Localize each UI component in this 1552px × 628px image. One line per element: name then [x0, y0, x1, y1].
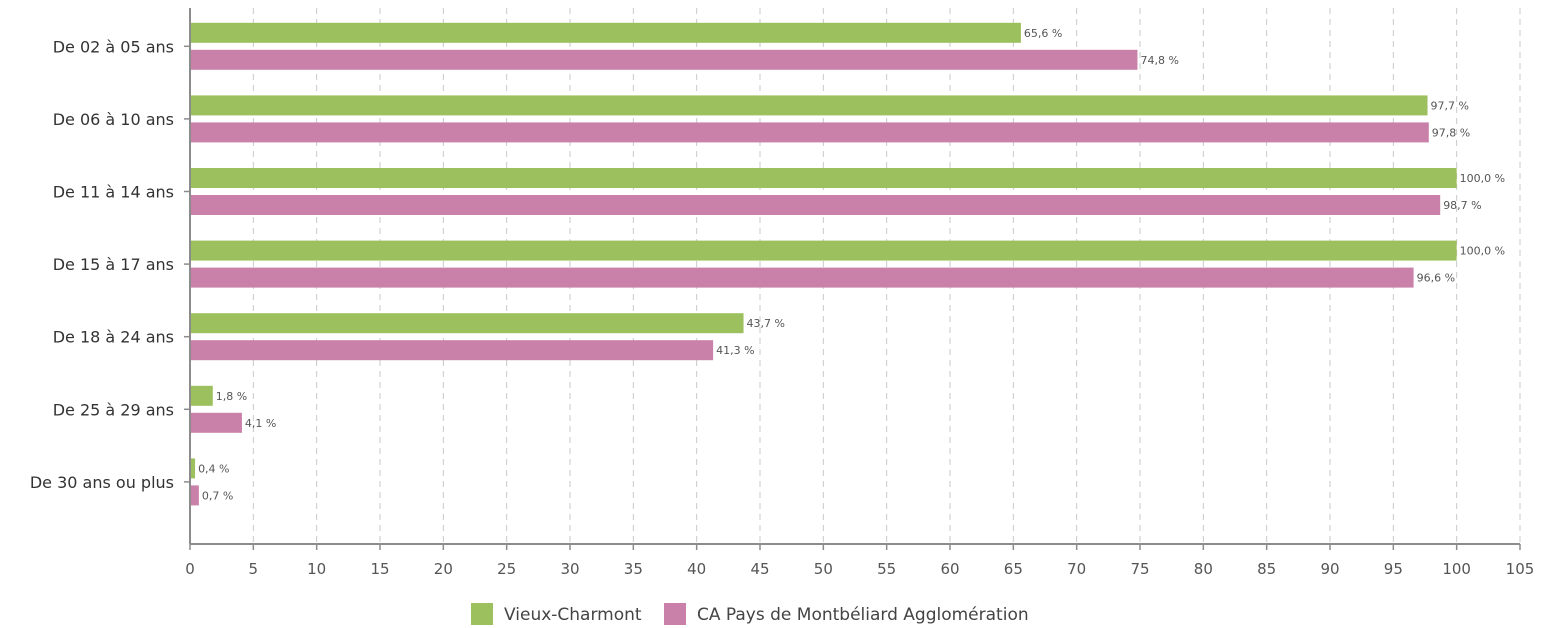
- x-tick-label: 60: [940, 560, 959, 578]
- category-label: De 25 à 29 ans: [53, 400, 174, 419]
- x-tick-label: 20: [434, 560, 453, 578]
- x-tick-label: 105: [1506, 560, 1535, 578]
- data-label: 96,6 %: [1417, 272, 1455, 285]
- data-label: 0,7 %: [202, 489, 233, 502]
- x-tick-label: 50: [814, 560, 833, 578]
- data-label: 97,7 %: [1431, 99, 1469, 112]
- x-tick-label: 0: [185, 560, 195, 578]
- x-tick-label: 25: [497, 560, 516, 578]
- x-tick-label: 65: [1004, 560, 1023, 578]
- x-tick-label: 15: [370, 560, 389, 578]
- x-tick-label: 70: [1067, 560, 1086, 578]
- category-label: De 18 à 24 ans: [53, 328, 174, 347]
- bar: [190, 240, 1457, 261]
- x-tick-label: 90: [1320, 560, 1339, 578]
- data-label: 98,7 %: [1443, 199, 1481, 212]
- category-label: De 15 à 17 ans: [53, 255, 174, 274]
- category-label: De 11 à 14 ans: [53, 183, 174, 202]
- data-label: 100,0 %: [1460, 172, 1505, 185]
- data-label: 41,3 %: [716, 344, 754, 357]
- category-label: De 06 à 10 ans: [53, 110, 174, 129]
- bar: [190, 412, 242, 433]
- axes: [184, 8, 1521, 550]
- bar: [190, 95, 1428, 116]
- x-tick-labels: 0 5 10 15 20 25 30 35 40 45 50 55 60 65 70 75 80 85 90 95 10…: [185, 560, 1534, 578]
- x-tick-label: 80: [1194, 560, 1213, 578]
- bar: [190, 313, 744, 334]
- legend-swatch: [664, 603, 686, 625]
- data-label: 74,8 %: [1140, 54, 1178, 67]
- data-label: 1,8 %: [216, 390, 247, 403]
- x-tick-label: 35: [624, 560, 643, 578]
- bar: [190, 22, 1021, 43]
- bar: [190, 485, 199, 506]
- bar: [190, 340, 714, 361]
- bars: [190, 22, 1457, 506]
- legend-label: Vieux-Charmont: [504, 605, 642, 625]
- x-tick-label: 40: [687, 560, 706, 578]
- x-tick-label: 5: [249, 560, 259, 578]
- bar: [190, 385, 213, 406]
- legend: Vieux-Charmont CA Pays de Montbéliard Agg…: [471, 603, 1029, 625]
- data-label: 0,4 %: [198, 462, 229, 475]
- bar: [190, 458, 196, 479]
- bar: [190, 195, 1441, 215]
- bar: [190, 122, 1429, 143]
- x-tick-label: 85: [1257, 560, 1276, 578]
- x-tick-label: 95: [1384, 560, 1403, 578]
- data-label: 100,0 %: [1460, 245, 1505, 258]
- bar: [190, 49, 1138, 70]
- x-tick-label: 45: [750, 560, 769, 578]
- x-tick-label: 75: [1130, 560, 1149, 578]
- x-tick-label: 10: [307, 560, 326, 578]
- data-label: 43,7 %: [747, 317, 785, 330]
- bar: [190, 168, 1457, 188]
- x-tick-label: 100: [1442, 560, 1471, 578]
- data-label: 97,8 %: [1432, 126, 1470, 139]
- legend-label: CA Pays de Montbéliard Agglomération: [697, 605, 1029, 625]
- x-tick-label: 55: [877, 560, 896, 578]
- data-label: 4,1 %: [245, 417, 276, 430]
- legend-swatch: [471, 603, 493, 625]
- value-labels: 65,6 % 74,8 % 97,7 % 97,8 % 100,0 % 98,7 % 100…: [198, 27, 1505, 503]
- category-label: De 30 ans ou plus: [30, 473, 174, 492]
- category-label: De 02 à 05 ans: [53, 37, 174, 56]
- bar: [190, 267, 1414, 288]
- x-tick-label: 30: [560, 560, 579, 578]
- category-labels: De 02 à 05 ans De 06 à 10 ans De 11 à 14 a…: [30, 37, 174, 492]
- data-label: 65,6 %: [1024, 27, 1062, 40]
